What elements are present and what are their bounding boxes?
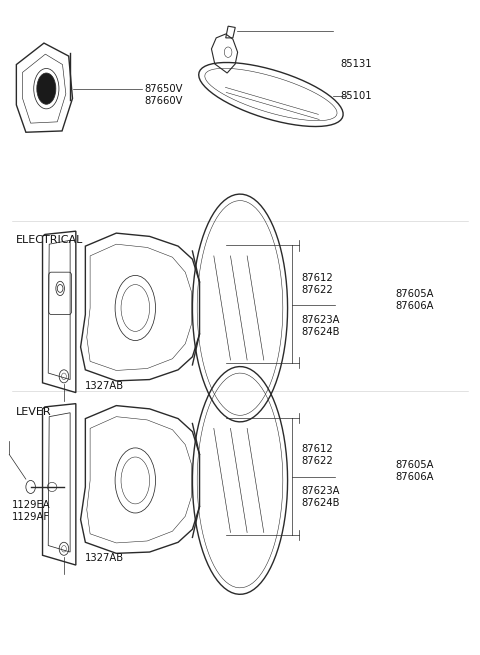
Text: ELECTRICAL: ELECTRICAL [16, 235, 84, 245]
Text: 1129EA
1129AF: 1129EA 1129AF [12, 500, 50, 522]
Text: 85131: 85131 [340, 59, 372, 69]
Text: 87612
87622: 87612 87622 [301, 444, 333, 466]
Text: 87623A
87624B: 87623A 87624B [301, 314, 339, 337]
Text: 1327AB: 1327AB [85, 381, 124, 391]
Text: 87605A
87606A: 87605A 87606A [396, 460, 434, 482]
Text: 1327AB: 1327AB [85, 553, 124, 563]
Text: 87623A
87624B: 87623A 87624B [301, 486, 339, 508]
Text: LEVER: LEVER [16, 407, 52, 417]
Text: 87605A
87606A: 87605A 87606A [396, 289, 434, 311]
Text: 87650V
87660V: 87650V 87660V [145, 83, 183, 105]
Text: 87612
87622: 87612 87622 [301, 273, 333, 295]
Ellipse shape [37, 73, 56, 104]
Text: 85101: 85101 [340, 91, 372, 101]
